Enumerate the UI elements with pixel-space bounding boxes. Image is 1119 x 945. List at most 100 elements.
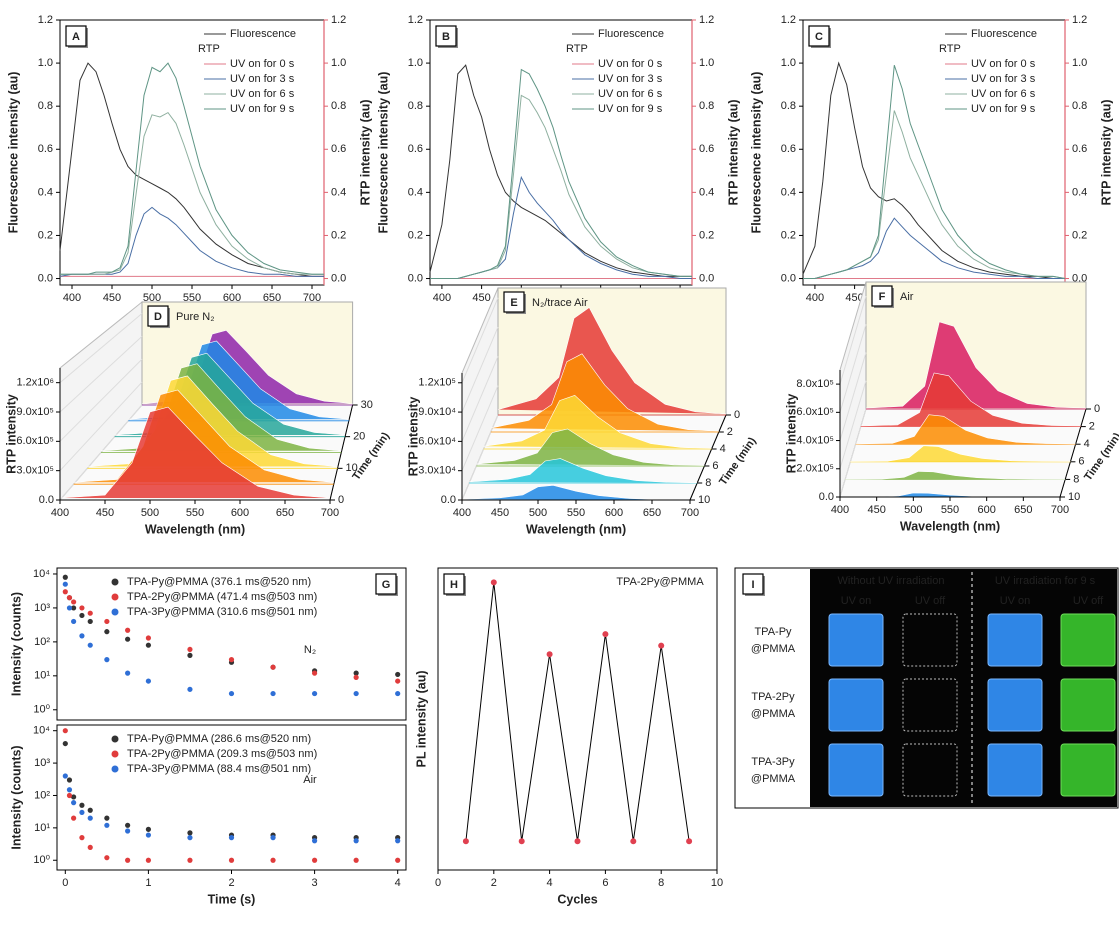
y-tick-label: 1.2 (781, 14, 796, 26)
y2-tick-label: 0.2 (1072, 229, 1087, 241)
series-line (430, 94, 692, 279)
y-tick-label: 0.4 (408, 186, 423, 198)
data-point (87, 844, 93, 850)
legend-label: UV on for 9 s (230, 103, 295, 115)
data-point (228, 690, 235, 697)
y-tick-label: 6.0x10⁴ (418, 435, 456, 447)
y-tick-label: 0.0 (39, 494, 54, 506)
y-axis-label: PL intensity (au) (414, 670, 428, 767)
y2-tick-label: 1.0 (699, 57, 714, 69)
y-tick-label: 0.0 (38, 272, 53, 284)
legend-subtitle: RTP (566, 43, 588, 55)
marker (574, 838, 581, 845)
y-tick-label: 1.0 (38, 57, 53, 69)
data-point (353, 857, 359, 863)
column-header: UV off (915, 595, 946, 607)
sample-uv-on (987, 678, 1043, 732)
data-point (104, 629, 110, 635)
annotation: N₂/trace Air (532, 297, 588, 309)
y-tick-label: 10³ (34, 602, 50, 614)
data-point (187, 830, 193, 836)
data-point (311, 838, 318, 844)
x-tick-label: 450 (96, 507, 114, 519)
z-tick-label: 8 (1073, 473, 1079, 485)
z-axis (1059, 408, 1087, 498)
series-line (803, 65, 1066, 279)
panel-label: F (879, 291, 886, 303)
x-tick-label: 550 (941, 504, 959, 516)
y-tick-label: 0.2 (38, 229, 53, 241)
data-point (62, 581, 68, 587)
x-tick-label: 550 (567, 507, 585, 519)
legend-swatch (111, 735, 119, 743)
z-tick-label: 6 (1078, 456, 1084, 468)
series-line (60, 111, 324, 275)
y2-tick-label: 0.0 (699, 272, 714, 284)
legend-label: UV on for 9 s (598, 103, 663, 115)
data-point (104, 855, 110, 861)
y-tick-label: 10⁴ (33, 568, 50, 580)
y2-tick-label: 0.8 (331, 100, 346, 112)
data-point (270, 857, 276, 863)
annotation: Air (303, 774, 317, 786)
sample-uv-on (828, 678, 884, 732)
data-point (353, 674, 359, 680)
y-tick-label: 3.0x10⁴ (418, 465, 456, 477)
y2-axis-label: RTP intensity (au) (1099, 99, 1113, 205)
legend-swatch (111, 608, 119, 616)
x-tick-label: 8 (658, 877, 664, 889)
legend-label: UV on for 6 s (598, 88, 663, 100)
y2-tick-label: 1.0 (1072, 57, 1087, 69)
data-point (311, 670, 318, 676)
x-tick-label: 700 (681, 507, 699, 519)
series-area (59, 406, 331, 499)
data-point (66, 787, 73, 793)
x-tick-label: 650 (263, 292, 281, 304)
legend-label: TPA-3Py@PMMA (310.6 ms@501 nm) (127, 606, 317, 618)
y-tick-label: 0.6 (408, 143, 423, 155)
y-tick-label: 0.8 (408, 100, 423, 112)
legend-swatch (111, 593, 119, 601)
y-tick-label: 0.0 (781, 272, 796, 284)
data-point (311, 857, 318, 863)
y-tick-label: 10⁰ (33, 704, 50, 716)
y-tick-label: 10² (34, 636, 50, 648)
data-point (71, 618, 77, 625)
group-header: Without UV irradiation (838, 575, 945, 587)
column-header: UV on (841, 595, 872, 607)
y-tick-label: 1.2 (408, 14, 423, 26)
data-point (62, 740, 68, 747)
y-tick-label: 10³ (34, 757, 50, 769)
panel-label-box (503, 291, 525, 313)
annotation: Air (900, 291, 914, 303)
grid-line (461, 297, 499, 383)
legend-label: TPA-Py@PMMA (376.1 ms@520 nm) (127, 576, 311, 588)
y2-tick-label: 0.6 (331, 143, 346, 155)
legend-label: TPA-3Py@PMMA (88.4 ms@501 nm) (127, 763, 311, 775)
series-area (483, 394, 712, 449)
annotation: TPA-2Py@PMMA (616, 576, 704, 588)
y-axis-label: Intensity (counts) (9, 592, 23, 696)
x-tick-label: 400 (63, 292, 81, 304)
series-area (497, 307, 727, 415)
x-tick-label: 3 (312, 877, 318, 889)
series-area (476, 428, 705, 466)
y-tick-label: 0.6 (38, 143, 53, 155)
y2-tick-label: 0.0 (1072, 272, 1087, 284)
y-axis-label: Fluorescence intensity (au) (6, 72, 20, 234)
y-tick-label: 10⁴ (33, 725, 50, 737)
grid-line (839, 352, 867, 441)
z-tick-label: 10 (346, 462, 358, 474)
y-axis-label: Fluorescence intensity (au) (376, 72, 390, 234)
x-tick-label: 4 (547, 877, 553, 889)
sample-uv-on (828, 743, 884, 797)
marker (658, 642, 665, 649)
legend-label: Fluorescence (598, 28, 664, 40)
x-tick-label: 0 (435, 877, 441, 889)
annotation: Pure N₂ (176, 311, 215, 323)
y2-tick-label: 0.0 (331, 272, 346, 284)
y2-tick-label: 1.2 (699, 14, 714, 26)
legend-label: UV on for 3 s (598, 73, 663, 85)
y2-tick-label: 0.8 (699, 100, 714, 112)
data-point (395, 838, 401, 844)
